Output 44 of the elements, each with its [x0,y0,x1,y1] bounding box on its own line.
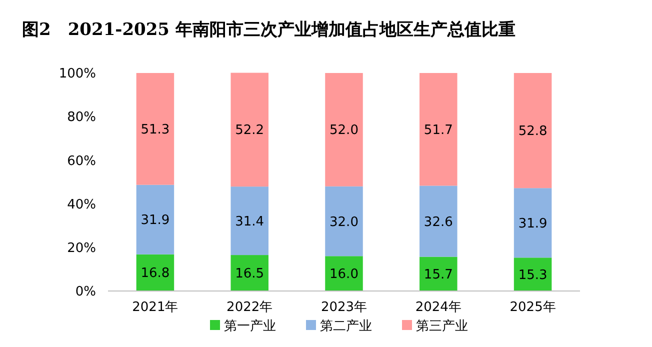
bar [230,186,268,256]
legend-label: 第一产业 [224,319,276,334]
chart-title: 图2 2021-2025 年南阳市三次产业增加值占地区生产总值比重 [22,20,516,40]
x-tick-label: 2021年 [132,300,178,315]
data-label: 51.7 [424,122,453,138]
x-tick-label: 2024年 [415,300,462,315]
bar [136,184,174,254]
bar [325,186,363,256]
bar [420,73,458,186]
data-label: 16.0 [330,267,358,282]
bar [514,188,552,258]
data-label: 52.8 [518,124,548,140]
y-tick-label: 40% [67,197,96,212]
bar [420,186,458,257]
bar [230,72,268,187]
legend-label: 第二产业 [320,319,372,334]
data-label: 15.3 [518,268,548,283]
data-label: 31.9 [518,216,548,232]
bar [420,256,458,291]
data-label: 31.4 [235,214,264,230]
bar [136,73,174,185]
data-label: 32.6 [424,214,453,230]
y-tick-label: 0% [75,284,96,300]
x-tick-label: 2022年 [226,300,273,315]
y-tick-label: 80% [67,110,96,126]
bar [325,73,363,186]
data-label: 51.3 [140,122,170,138]
bar [514,73,552,188]
data-label: 32.0 [330,214,358,230]
bar [325,256,363,291]
y-tick-label: 100% [58,66,96,82]
x-tick-label: 2023年 [320,300,368,315]
data-label: 52.0 [330,123,358,138]
y-tick-label: 60% [67,154,96,169]
data-label: 15.7 [424,267,453,282]
data-label: 31.9 [140,213,170,228]
data-label: 16.5 [235,266,264,282]
x-tick-label: 2025年 [510,300,556,315]
legend-label: 第三产业 [416,319,468,334]
data-label: 16.8 [140,266,170,282]
bar [230,255,268,291]
y-tick-label: 20% [67,240,96,256]
data-label: 52.2 [235,123,264,138]
bar [514,258,552,291]
